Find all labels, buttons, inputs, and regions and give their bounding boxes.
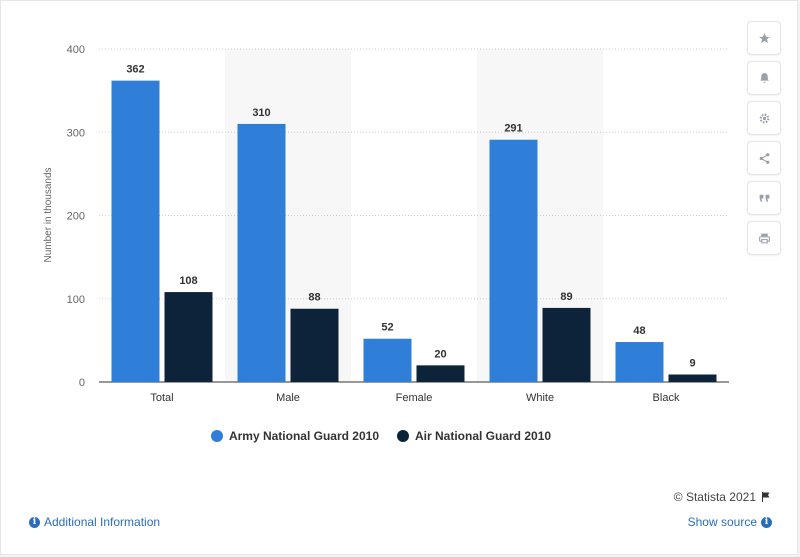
chart-toolbar	[747, 21, 781, 255]
x-tick-label: Male	[276, 392, 300, 404]
y-tick-label: 400	[67, 44, 85, 56]
info-icon: i	[761, 516, 772, 528]
share-button[interactable]	[747, 141, 781, 175]
x-tick-label: Female	[396, 392, 433, 404]
notification-button[interactable]	[747, 61, 781, 95]
settings-button[interactable]	[747, 101, 781, 135]
info-icon: i	[29, 516, 40, 528]
legend-item-air[interactable]: Air National Guard 2010	[397, 429, 551, 443]
bar	[489, 139, 538, 382]
additional-info-link[interactable]: i Additional Information	[29, 515, 160, 529]
bar	[237, 123, 286, 383]
bar	[111, 80, 160, 382]
legend-army-label: Army National Guard 2010	[228, 429, 379, 443]
legend-air-label: Air National Guard 2010	[415, 429, 552, 443]
legend: Army National Guard 2010 Air National Gu…	[1, 429, 761, 443]
legend-air-marker	[397, 430, 409, 442]
star-icon	[758, 32, 770, 43]
credit-text: © Statista 2021	[673, 490, 756, 504]
x-tick-label: Black	[653, 392, 680, 404]
bar	[542, 307, 591, 382]
data-label: 9	[689, 358, 695, 370]
flag-icon	[762, 492, 770, 502]
data-label: 48	[633, 325, 645, 337]
data-label: 291	[504, 123, 522, 135]
bar	[615, 342, 664, 382]
y-tick-label: 100	[67, 294, 85, 306]
gear-icon	[759, 113, 769, 123]
bar-chart: 0 100 200 300 400 362 108 310 88 52 20 291 89 48 9 To…	[43, 44, 729, 404]
bar	[363, 338, 412, 382]
star-button[interactable]	[747, 21, 781, 55]
data-label: 52	[381, 322, 393, 334]
bar	[290, 308, 339, 382]
x-tick-label: White	[526, 392, 554, 404]
legend-item-army[interactable]: Army National Guard 2010	[210, 429, 379, 443]
additional-info-label: Additional Information	[44, 515, 161, 529]
bar	[164, 292, 213, 382]
print-button[interactable]	[747, 221, 781, 255]
data-label: 88	[308, 292, 320, 304]
print-icon	[758, 233, 770, 243]
data-label: 89	[560, 291, 572, 303]
show-source-label: Show source	[687, 515, 757, 529]
y-tick-label: 200	[67, 211, 85, 223]
bell-icon	[759, 72, 769, 83]
data-label: 20	[434, 348, 446, 360]
share-icon	[759, 152, 769, 164]
cite-button[interactable]	[747, 181, 781, 215]
quote-icon	[759, 194, 769, 202]
legend-army-marker	[210, 430, 223, 442]
y-tick-label: 300	[67, 127, 85, 139]
y-tick-label: 0	[79, 377, 85, 389]
bar	[668, 374, 717, 382]
data-label: 108	[179, 275, 197, 287]
show-source-link[interactable]: Show source i	[688, 515, 772, 529]
y-axis-label: Number in thousands	[43, 167, 54, 262]
data-label: 310	[252, 107, 270, 119]
data-label: 362	[126, 64, 144, 76]
x-tick-label: Total	[150, 392, 173, 404]
bar	[416, 365, 465, 382]
statista-credit: © Statista 2021	[674, 490, 772, 504]
